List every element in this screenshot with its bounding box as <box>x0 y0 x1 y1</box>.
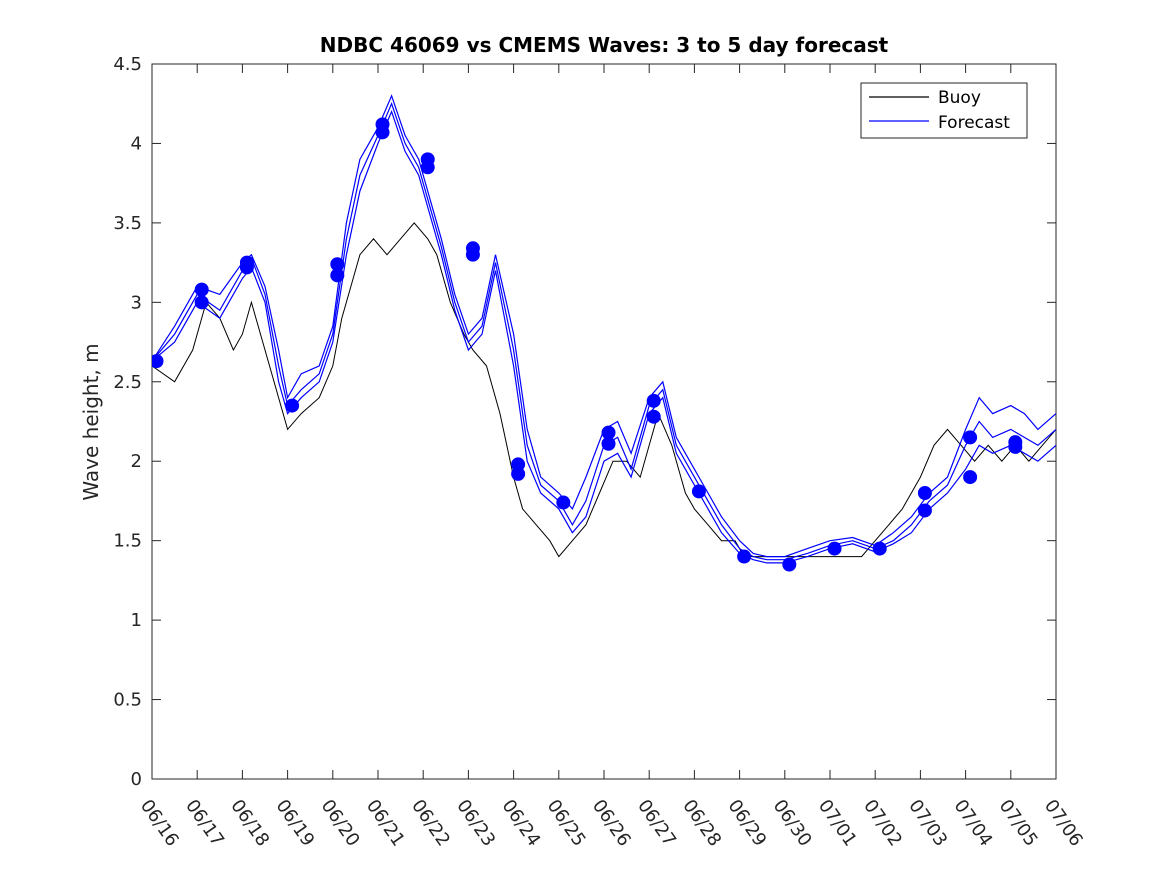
legend: Buoy Forecast <box>860 82 1028 139</box>
y-tick-label: 1.5 <box>113 531 142 552</box>
buoy-series-line <box>152 222 1056 558</box>
y-tick-label: 1 <box>131 610 142 631</box>
legend-forecast-label: Forecast <box>938 113 1010 133</box>
chart-title: NDBC 46069 vs CMEMS Waves: 3 to 5 day fo… <box>320 33 889 57</box>
forecast-marker <box>963 430 978 445</box>
forecast-marker <box>152 354 164 369</box>
forecast-run-line-1 <box>152 102 1056 561</box>
forecast-marker <box>872 541 887 556</box>
forecast-marker <box>646 393 661 408</box>
forecast-marker <box>1008 435 1023 450</box>
y-tick-label: 3.5 <box>113 213 142 234</box>
forecast-marker <box>917 486 932 500</box>
forecast-marker <box>465 241 480 256</box>
forecast-marker <box>646 409 661 424</box>
y-tick-label: 0.5 <box>113 690 142 711</box>
y-tick-label: 0 <box>131 769 142 790</box>
forecast-marker <box>782 557 797 572</box>
series-group <box>152 94 1056 572</box>
forecast-marker <box>375 117 390 132</box>
forecast-marker <box>691 484 706 499</box>
y-tick-label: 3 <box>131 292 142 313</box>
forecast-marker <box>330 257 345 272</box>
forecast-marker <box>511 457 526 472</box>
forecast-marker <box>917 503 932 518</box>
forecast-marker <box>963 470 978 485</box>
y-axis-label: Wave height, m <box>79 343 103 500</box>
forecast-marker <box>194 295 209 310</box>
forecast-marker <box>556 495 571 510</box>
forecast-marker <box>601 425 616 440</box>
forecast-run-line-2 <box>152 94 1056 558</box>
forecast-marker <box>239 255 254 270</box>
forecast-marker <box>194 282 209 297</box>
y-tick-label: 2 <box>131 451 142 472</box>
forecast-marker <box>420 152 435 167</box>
y-tick-label: 2.5 <box>113 372 142 393</box>
legend-box <box>860 82 1028 139</box>
forecast-marker <box>827 541 842 556</box>
y-tick-label: 4 <box>131 133 142 154</box>
y-tick-label: 4.5 <box>113 54 142 75</box>
forecast-marker <box>737 549 752 564</box>
forecast-run-line-3 <box>152 110 1056 564</box>
forecast-marker <box>285 398 300 413</box>
legend-buoy-label: Buoy <box>938 88 981 108</box>
